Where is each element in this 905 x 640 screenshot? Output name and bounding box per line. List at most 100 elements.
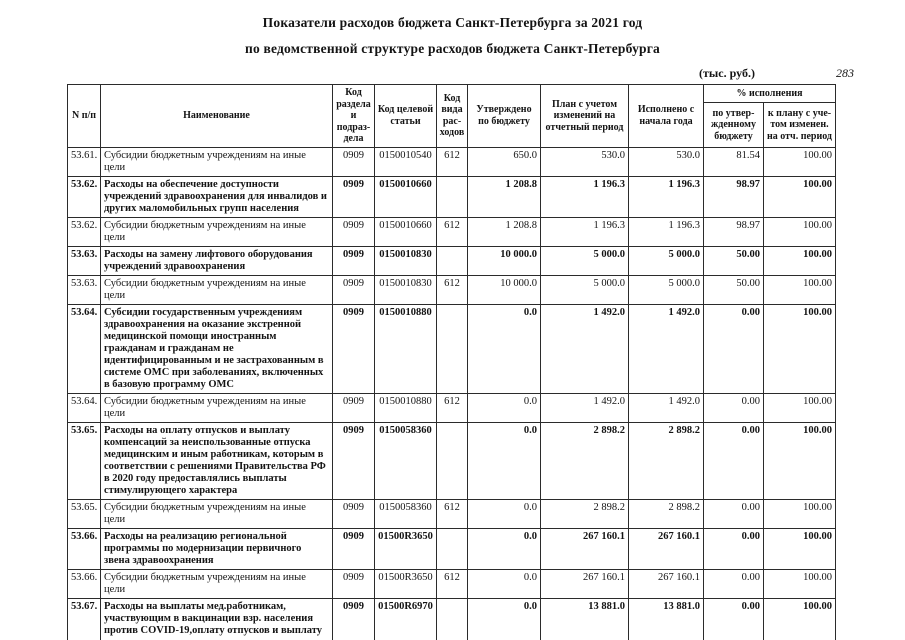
- row-section-code: 0909: [332, 146, 375, 177]
- row-executed: 1 492.0: [628, 392, 704, 423]
- row-name: Субсидии бюджетным учреждениям на иные ц…: [100, 216, 333, 247]
- meta-row: (тыс. руб.) 283: [0, 66, 905, 84]
- row-num: 53.64.: [67, 392, 101, 423]
- row-name: Расходы на оплату отпусков и выплату ком…: [100, 421, 333, 500]
- row-plan: 1 196.3: [540, 175, 629, 218]
- row-pct-plan: 100.00: [762, 392, 837, 423]
- row-pct-plan: 100.00: [762, 421, 837, 500]
- col-header-approved: Утверждено по бюджету: [467, 84, 541, 148]
- row-target-code: 0150010660: [374, 216, 437, 247]
- col-header-target-code: Код целевой статьи: [374, 84, 437, 148]
- col-header-type-code: Код вида рас-ходов: [436, 84, 468, 148]
- budget-table-body: 53.61. Субсидии бюджетным учреждениям на …: [67, 146, 837, 640]
- row-pct-approved: 0.00: [703, 303, 764, 394]
- row-section-code: 0909: [332, 303, 375, 394]
- row-plan: 5 000.0: [540, 245, 629, 276]
- row-approved: 0.0: [467, 527, 541, 570]
- row-num: 53.61.: [67, 146, 101, 177]
- table-header-row-2: по утвер-жденному бюджету к плану с уче-…: [68, 102, 837, 148]
- row-plan: 13 881.0: [540, 597, 629, 640]
- row-approved: 0.0: [467, 303, 541, 394]
- col-header-section-code: Код раздела и подраз-дела: [332, 84, 375, 148]
- table-row: 53.67. Расходы на выплаты мед.работникам,…: [67, 597, 837, 640]
- row-type-code: 612: [436, 498, 468, 529]
- col-header-plan: План с учетом изменений на отчетный пери…: [540, 84, 629, 148]
- row-plan: 1 492.0: [540, 392, 629, 423]
- row-type-code: [436, 175, 468, 218]
- row-section-code: 0909: [332, 216, 375, 247]
- row-executed: 13 881.0: [628, 597, 704, 640]
- table-row: 53.61. Субсидии бюджетным учреждениям на …: [67, 146, 837, 177]
- row-num: 53.62.: [67, 175, 101, 218]
- row-pct-approved: 81.54: [703, 146, 764, 177]
- row-num: 53.65.: [67, 498, 101, 529]
- row-approved: 0.0: [467, 421, 541, 500]
- row-approved: 0.0: [467, 568, 541, 599]
- row-name: Субсидии государственным учреждениям здр…: [100, 303, 333, 394]
- row-pct-approved: 0.00: [703, 498, 764, 529]
- row-num: 53.63.: [67, 245, 101, 276]
- row-approved: 650.0: [467, 146, 541, 177]
- row-name: Субсидии бюджетным учреждениям на иные ц…: [100, 274, 333, 305]
- row-target-code: 0150010830: [374, 274, 437, 305]
- row-pct-approved: 50.00: [703, 245, 764, 276]
- row-plan: 1 492.0: [540, 303, 629, 394]
- row-section-code: 0909: [332, 392, 375, 423]
- row-pct-approved: 0.00: [703, 597, 764, 640]
- row-target-code: 01500R6970: [374, 597, 437, 640]
- row-pct-approved: 0.00: [703, 392, 764, 423]
- table-row: 53.65. Расходы на оплату отпусков и выпла…: [67, 421, 837, 500]
- row-plan: 267 160.1: [540, 568, 629, 599]
- table-header-row-1: N п/п Наименование Код раздела и подраз-…: [67, 83, 837, 148]
- budget-table: N п/п Наименование Код раздела и подраз-…: [67, 83, 837, 640]
- row-pct-plan: 100.00: [762, 216, 837, 247]
- row-approved: 0.0: [467, 498, 541, 529]
- row-approved: 0.0: [467, 392, 541, 423]
- row-target-code: 0150010880: [374, 392, 437, 423]
- col-header-pct-approved: по утвер-жденному бюджету: [703, 102, 764, 148]
- row-approved: 10 000.0: [467, 245, 541, 276]
- table-row: 53.66. Субсидии бюджетным учреждениям на …: [67, 568, 837, 599]
- row-type-code: [436, 303, 468, 394]
- row-pct-approved: 98.97: [703, 216, 764, 247]
- row-target-code: 0150010540: [374, 146, 437, 177]
- row-executed: 2 898.2: [628, 421, 704, 500]
- row-section-code: 0909: [332, 568, 375, 599]
- table-row: 53.64. Субсидии бюджетным учреждениям на …: [67, 392, 837, 423]
- row-plan: 267 160.1: [540, 527, 629, 570]
- row-plan: 530.0: [540, 146, 629, 177]
- row-type-code: 612: [436, 392, 468, 423]
- row-name: Расходы на реализацию региональной прогр…: [100, 527, 333, 570]
- row-executed: 5 000.0: [628, 274, 704, 305]
- row-section-code: 0909: [332, 175, 375, 218]
- row-executed: 267 160.1: [628, 568, 704, 599]
- row-type-code: 612: [436, 274, 468, 305]
- table-row: 53.63. Расходы на замену лифтового оборуд…: [67, 245, 837, 276]
- row-pct-plan: 100.00: [762, 245, 837, 276]
- table-row: 53.66. Расходы на реализацию региональной…: [67, 527, 837, 570]
- row-target-code: 01500R3650: [374, 527, 437, 570]
- row-name: Субсидии бюджетным учреждениям на иные ц…: [100, 568, 333, 599]
- row-num: 53.67.: [67, 597, 101, 640]
- row-type-code: [436, 527, 468, 570]
- row-approved: 1 208.8: [467, 216, 541, 247]
- row-target-code: 0150010660: [374, 175, 437, 218]
- table-row: 53.64. Субсидии государственным учреждени…: [67, 303, 837, 394]
- row-plan: 1 196.3: [540, 216, 629, 247]
- row-name: Субсидии бюджетным учреждениям на иные ц…: [100, 392, 333, 423]
- row-section-code: 0909: [332, 421, 375, 500]
- row-num: 53.66.: [67, 568, 101, 599]
- row-pct-plan: 100.00: [762, 274, 837, 305]
- row-pct-approved: 0.00: [703, 421, 764, 500]
- row-executed: 1 492.0: [628, 303, 704, 394]
- row-type-code: [436, 245, 468, 276]
- row-pct-plan: 100.00: [762, 597, 837, 640]
- row-num: 53.65.: [67, 421, 101, 500]
- col-header-num: N п/п: [67, 84, 101, 148]
- row-pct-plan: 100.00: [762, 527, 837, 570]
- row-pct-approved: 0.00: [703, 527, 764, 570]
- document-title-line1: Показатели расходов бюджета Санкт-Петерб…: [262, 15, 643, 30]
- row-approved: 1 208.8: [467, 175, 541, 218]
- page-number: 283: [836, 66, 854, 80]
- row-target-code: 0150058360: [374, 421, 437, 500]
